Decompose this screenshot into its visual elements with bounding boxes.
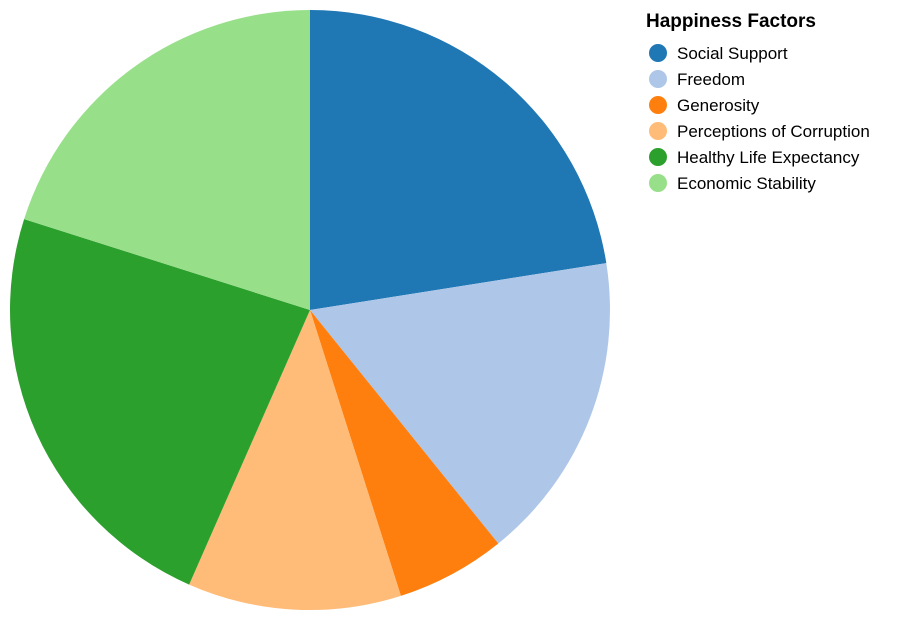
pie-slice-freedom xyxy=(310,263,611,544)
legend-label-economic-stability: Economic Stability xyxy=(677,174,816,193)
legend-swatch-generosity xyxy=(649,96,667,114)
legend-label-perceptions-of-corruption: Perceptions of Corruption xyxy=(677,122,870,141)
legend-swatch-healthy-life-expectancy xyxy=(649,148,667,166)
legend-items: Social Support Freedom Generosity Perceptio… xyxy=(649,44,870,193)
legend-label-social-support: Social Support xyxy=(677,44,788,63)
legend-swatch-perceptions-of-corruption xyxy=(649,122,667,140)
legend-label-generosity: Generosity xyxy=(677,96,760,115)
legend-title: Happiness Factors xyxy=(646,11,816,32)
legend-swatch-social-support xyxy=(649,44,667,62)
legend-swatch-economic-stability xyxy=(649,174,667,192)
pie-slice-healthy-life-expectancy xyxy=(10,219,311,585)
pie-slice-perceptions-of-corruption xyxy=(189,310,401,610)
pie-slice-generosity xyxy=(310,310,499,596)
legend: Happiness Factors Social Support Freedom G… xyxy=(646,11,870,193)
pie-slice-social-support xyxy=(310,10,607,310)
legend-label-freedom: Freedom xyxy=(677,70,745,89)
legend-label-healthy-life-expectancy: Healthy Life Expectancy xyxy=(677,148,860,167)
pie-slices xyxy=(10,10,611,610)
legend-swatch-freedom xyxy=(649,70,667,88)
pie-slice-economic-stability xyxy=(24,10,311,310)
